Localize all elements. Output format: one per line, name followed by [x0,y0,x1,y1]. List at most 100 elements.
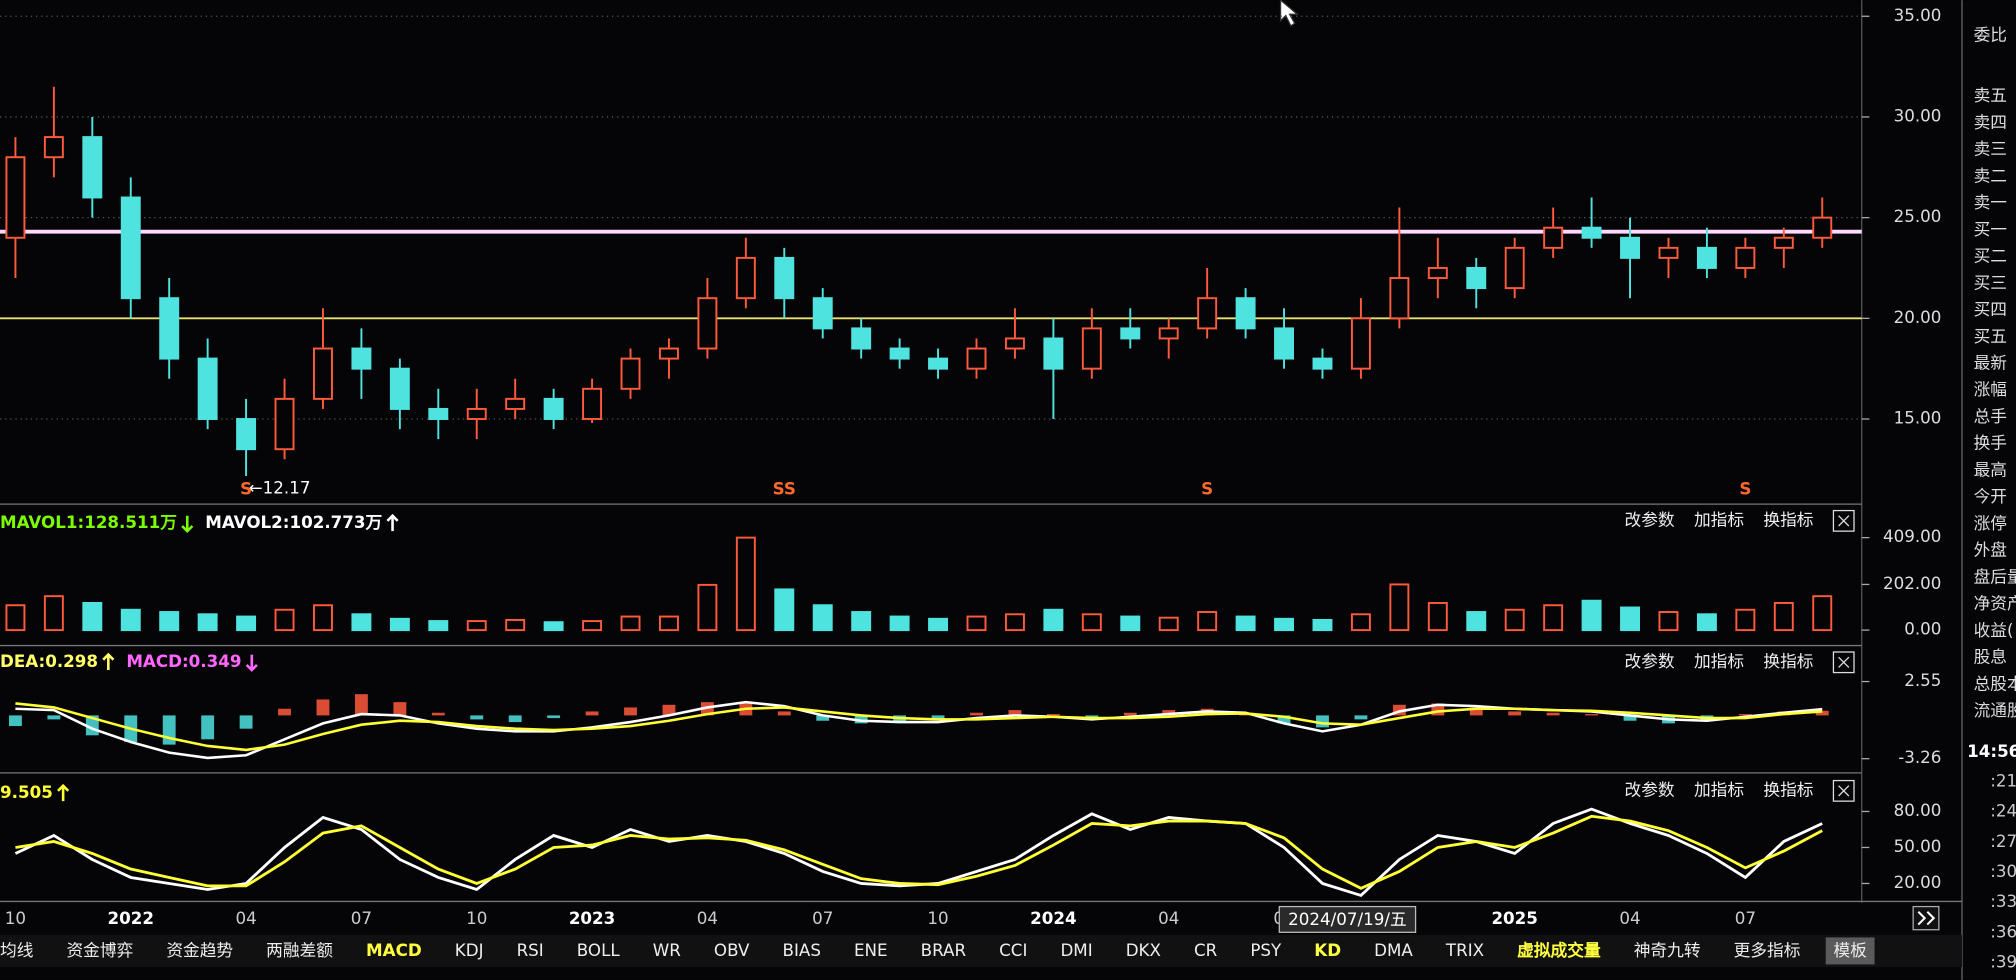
volume-bar [43,595,64,632]
legend-entry: DEA:0.298 [0,651,98,671]
panel-button[interactable]: 改参数 [1625,651,1675,671]
macd-bar [1815,710,1829,716]
x-tick-label: 04 [1619,908,1640,928]
legend-arrow [57,783,70,802]
panel-button[interactable]: 换指标 [1763,509,1813,529]
close-button[interactable] [1832,651,1855,674]
crosshair-box [1278,905,1417,933]
candle-body [1312,357,1333,370]
panel-button[interactable]: 换指标 [1763,651,1813,671]
x-tick-label: 10 [466,908,487,928]
candle-body [1350,317,1371,370]
volume-bar [1581,599,1602,632]
candle-body [1197,297,1218,330]
macd-bar [1585,714,1599,716]
y-tick-label: 15.00 [1894,408,1942,428]
indicator-tab[interactable]: 模板 [1833,940,1867,960]
indicator-tab[interactable]: CCI [999,940,1027,960]
scroll-button[interactable] [1912,905,1940,931]
y-tick-label: 35.00 [1894,5,1942,25]
candle-body [1389,277,1410,320]
side-label: 涨停 [1974,513,2007,533]
panel-button[interactable]: 加指标 [1694,779,1744,799]
x-tick-label: 10 [927,908,948,928]
volume-bar [505,618,526,632]
indicator-tab[interactable]: DMI [1060,940,1092,960]
indicator-tab[interactable]: DMA [1374,940,1413,960]
candle-body [428,407,449,420]
volume-bar [1197,611,1218,632]
indicator-tab[interactable]: BOLL [577,940,621,960]
indicator-tab[interactable]: 两融差额 [266,940,333,960]
signal-marker: SS [773,479,796,499]
indicator-tab[interactable]: MACD [366,940,422,960]
macd-bar [508,715,522,723]
volume-bar [928,617,949,632]
volume-bar [82,602,103,632]
indicator-tab[interactable]: RSI [517,940,544,960]
x-tick-label: 04 [235,908,256,928]
indicator-tab[interactable]: DKX [1126,940,1161,960]
side-label: 总股本 [1974,673,2016,693]
macd-bar [1623,715,1637,721]
indicator-tab[interactable]: OBV [714,940,750,960]
indicator-tab[interactable]: 神奇九转 [1634,940,1701,960]
indicator-tab[interactable]: TRIX [1445,940,1484,960]
side-label: 最高 [1974,459,2007,479]
indicator-line [15,702,1823,752]
volume-bar [1658,611,1679,632]
indicator-tab[interactable]: BIAS [783,940,821,960]
side-time: :27 [1990,831,2016,851]
indicator-tab[interactable]: ENE [854,940,888,960]
close-button[interactable] [1832,509,1855,532]
indicator-tab[interactable]: 均线 [0,940,34,960]
indicator-tab[interactable]: KD [1314,940,1341,960]
indicator-tab[interactable]: WR [653,940,682,960]
volume-bar [159,611,180,632]
macd-bar [1123,712,1137,716]
panel-button[interactable]: 改参数 [1625,779,1675,799]
signal-marker: S [1739,479,1751,499]
side-time: :24 [1990,801,2016,821]
x-tick-label: 2024 [1030,908,1077,928]
legend-entry: 9.505 [0,782,53,802]
side-time: :21 [1990,770,2016,790]
macd-bar [1431,703,1445,716]
side-label: 今开 [1974,486,2007,506]
indicator-tab[interactable]: 虚拟成交量 [1517,940,1601,960]
indicator-tab[interactable]: 更多指标 [1734,940,1801,960]
side-label: 净资产 [1974,593,2016,613]
indicator-tab[interactable]: 资金趋势 [166,940,233,960]
volume-bar [466,620,487,632]
x-tick-label: 04 [697,908,718,928]
side-label: 买四 [1974,299,2007,319]
indicator-tab[interactable]: KDJ [455,940,484,960]
macd-bar [316,699,330,716]
panel-button[interactable]: 换指标 [1763,779,1813,799]
volume-bar [1389,583,1410,632]
candle-body [120,196,141,300]
indicator-tab[interactable]: CR [1194,940,1218,960]
panel-button[interactable]: 加指标 [1694,509,1744,529]
candle-body [159,297,180,360]
indicator-tab[interactable]: BRAR [921,940,967,960]
candle-body [851,327,872,350]
macd-bar [1162,710,1176,716]
side-title: 委比 [1974,25,2007,45]
side-label: 总手 [1974,406,2007,426]
volume-bar [236,615,257,632]
panel-button[interactable]: 改参数 [1625,509,1675,529]
close-button[interactable] [1832,779,1855,802]
x-tick-label: 04 [1158,908,1179,928]
volume-bar [428,620,449,632]
indicator-tab[interactable]: 资金博弈 [66,940,133,960]
volume-bar [313,604,333,632]
selected-tab-bg[interactable] [1825,937,1875,965]
panel-button[interactable]: 加指标 [1694,651,1744,671]
candle-body [1158,327,1179,340]
side-time: :33 [1990,891,2016,911]
side-label: 盘后量 [1974,566,2016,586]
x-tick-label: 2023 [569,908,616,928]
indicator-tab[interactable]: PSY [1250,940,1282,960]
